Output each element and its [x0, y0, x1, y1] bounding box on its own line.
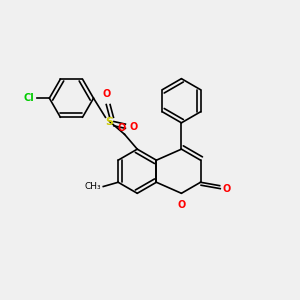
Text: O: O [130, 122, 138, 132]
Text: CH₃: CH₃ [85, 182, 101, 191]
Text: O: O [177, 200, 185, 210]
Text: O: O [102, 89, 110, 99]
Text: S: S [106, 117, 114, 127]
Text: O: O [223, 184, 231, 194]
Text: O: O [118, 123, 126, 134]
Text: Cl: Cl [24, 93, 34, 103]
